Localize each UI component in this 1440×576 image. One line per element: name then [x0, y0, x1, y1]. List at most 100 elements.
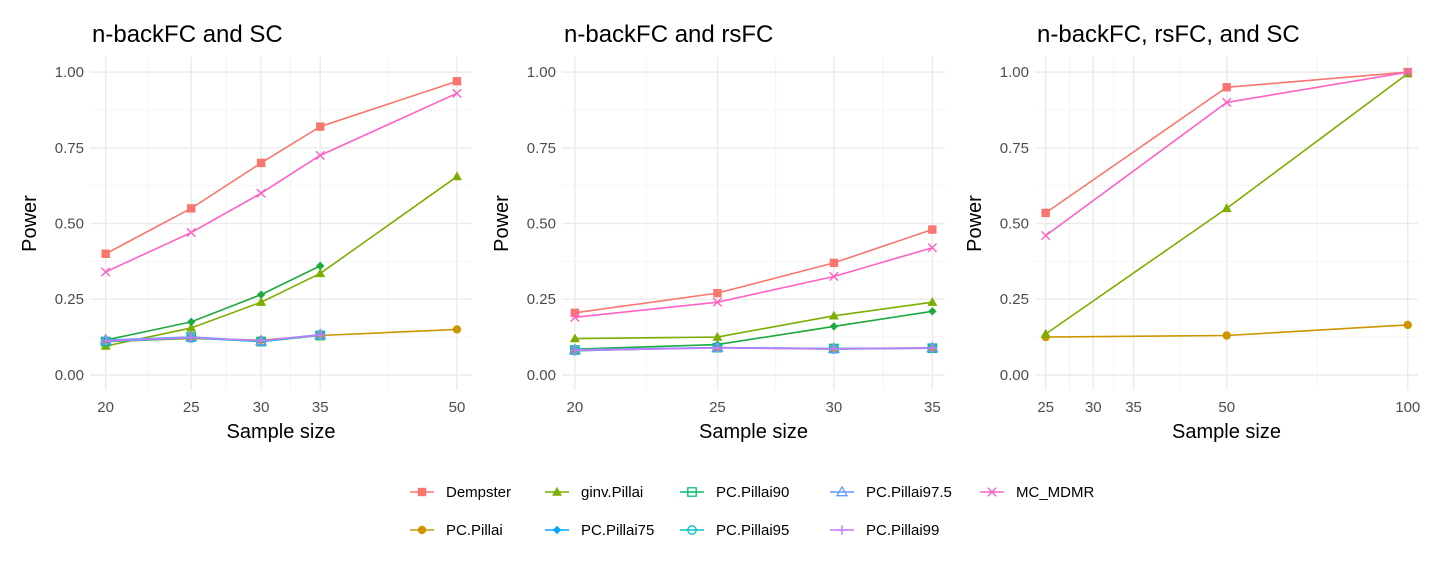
- y-tick-label: 0.75: [55, 140, 84, 157]
- legend-label: PC.Pillai75: [581, 522, 654, 539]
- data-point-mc-mdmr: [927, 243, 938, 253]
- data-point-pc-pillai99: [315, 330, 325, 340]
- data-point-mc-mdmr: [1222, 97, 1232, 108]
- x-tick-label: 30: [1085, 399, 1102, 416]
- x-axis-title: Sample size: [1172, 421, 1281, 443]
- series-line-mc-mdmr: [105, 92, 458, 273]
- data-point-pc-pillai75: [829, 322, 839, 331]
- y-tick-label: 0.00: [1000, 367, 1029, 384]
- legend-key-marker: [417, 525, 427, 535]
- data-point-ginv-pillai: [315, 268, 326, 278]
- data-point-mc-mdmr: [186, 227, 196, 238]
- legend-label: MC_MDMR: [1016, 484, 1094, 501]
- data-point-ginv-pillai: [712, 331, 723, 341]
- series-line-dempster: [105, 80, 458, 255]
- y-tick-label: 0.25: [1000, 291, 1029, 308]
- legend-label: PC.Pillai99: [866, 522, 939, 539]
- y-tick-label: 1.00: [527, 64, 556, 81]
- legend-key-marker: [552, 525, 562, 535]
- legend-label: PC.Pillai95: [716, 522, 789, 539]
- chart-panel-3: 0.00 0.25 0.50 0.75 1.00 25 30 35 50 100 n-backFC,…: [964, 21, 1420, 443]
- x-tick-label: 20: [97, 399, 114, 416]
- legend-key-marker: [417, 487, 427, 497]
- legend-label: PC.Pillai: [446, 522, 503, 539]
- series-mc-mdmr: [1040, 67, 1413, 241]
- x-tick-label: 30: [826, 399, 843, 416]
- legend-item-pc-pillai90: PC.Pillai90: [680, 484, 789, 501]
- series-pc-pillai99: [100, 330, 325, 346]
- x-axis-title: Sample size: [699, 421, 808, 443]
- series-line-pc-pillai99: [105, 334, 321, 342]
- legend-key-marker: [837, 525, 847, 535]
- panel-title: n-backFC and rsFC: [564, 21, 773, 48]
- y-tick-label: 0.00: [55, 367, 84, 384]
- data-point-mc-mdmr: [712, 297, 723, 307]
- data-point-pc-pillai99: [570, 345, 580, 356]
- x-tick-label: 50: [449, 399, 466, 416]
- data-point-dempster: [452, 77, 462, 86]
- x-tick-label: 30: [253, 399, 270, 416]
- data-point-mc-mdmr: [1040, 230, 1051, 241]
- data-point-pc-pillai: [452, 325, 462, 334]
- data-point-pc-pillai99: [100, 336, 111, 346]
- legend-item-dempster: Dempster: [410, 484, 511, 501]
- data-point-dempster: [829, 258, 839, 268]
- data-point-mc-mdmr: [100, 267, 111, 277]
- y-tick-label: 0.50: [1000, 216, 1029, 233]
- data-point-pc-pillai75: [928, 307, 937, 316]
- y-tick-label: 0.50: [55, 216, 84, 233]
- x-tick-label: 35: [1125, 399, 1142, 416]
- data-point-pc-pillai99: [186, 332, 196, 343]
- y-axis-title: Power: [964, 195, 986, 252]
- legend-label: ginv.Pillai: [581, 484, 643, 501]
- y-tick-label: 0.75: [527, 140, 556, 157]
- y-axis-title: Power: [19, 195, 41, 252]
- data-point-pc-pillai75: [316, 261, 325, 271]
- data-point-ginv-pillai: [569, 333, 580, 343]
- panel-title: n-backFC, rsFC, and SC: [1037, 21, 1300, 48]
- series-dempster: [570, 225, 937, 318]
- y-tick-label: 0.75: [1000, 140, 1029, 157]
- x-tick-label: 25: [1037, 399, 1054, 416]
- y-tick-label: 0.25: [527, 291, 556, 308]
- data-point-dempster: [187, 204, 196, 213]
- series-ginv-pillai: [569, 297, 938, 343]
- series-ginv-pillai: [100, 171, 462, 350]
- y-tick-label: 1.00: [1000, 64, 1029, 81]
- data-point-mc-mdmr: [315, 150, 325, 161]
- x-tick-label: 100: [1395, 399, 1420, 416]
- legend-key-marker: [552, 486, 562, 496]
- data-point-dempster: [256, 158, 266, 168]
- data-point-pc-pillai: [1222, 331, 1231, 340]
- y-tick-label: 0.25: [55, 291, 84, 308]
- data-point-dempster: [1222, 83, 1231, 92]
- series-line-pc-pillai75: [574, 310, 933, 350]
- data-point-ginv-pillai: [256, 297, 267, 306]
- x-tick-label: 25: [183, 399, 200, 416]
- data-point-ginv-pillai: [186, 322, 197, 332]
- x-tick-label: 50: [1218, 399, 1235, 416]
- legend-item-pc-pillai75: PC.Pillai75: [545, 522, 654, 539]
- legend-key-marker: [687, 525, 697, 535]
- data-point-dempster: [316, 122, 325, 131]
- series-dempster: [101, 77, 462, 258]
- legend-label: PC.Pillai97.5: [866, 484, 952, 501]
- legend-label: Dempster: [446, 484, 511, 501]
- y-tick-label: 1.00: [55, 64, 84, 81]
- legend-item-ginv-pillai: ginv.Pillai: [545, 484, 643, 501]
- data-point-mc-mdmr: [829, 271, 839, 282]
- series-pc-pillai: [1041, 320, 1412, 342]
- legend-key-marker: [835, 485, 849, 497]
- x-axis-title: Sample size: [227, 421, 336, 443]
- x-tick-label: 35: [924, 399, 941, 416]
- data-point-dempster: [1041, 208, 1050, 218]
- series-line-pc-pillai99: [574, 347, 933, 352]
- y-axis-title: Power: [491, 195, 513, 252]
- legend-item-pc-pillai95: PC.Pillai95: [680, 522, 789, 539]
- data-point-pc-pillai99: [712, 343, 723, 353]
- legend-item-mc-mdmr: MC_MDMR: [980, 484, 1094, 501]
- x-tick-label: 25: [709, 399, 726, 416]
- chart-panel-1: 0.00 0.25 0.50 0.75 1.00 20 25 30 35 50 n-backFC a…: [19, 21, 472, 443]
- x-tick-label: 20: [567, 399, 584, 416]
